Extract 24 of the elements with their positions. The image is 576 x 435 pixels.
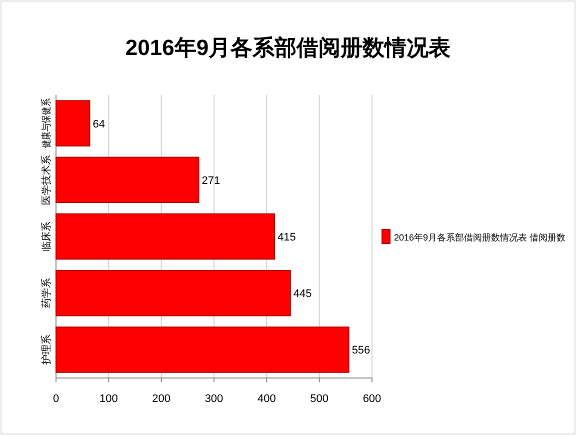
chart-title: 2016年9月各系部借阅册数情况表 <box>125 35 451 60</box>
bar <box>56 100 90 146</box>
y-tick-label: 临床系 <box>40 222 53 252</box>
bar <box>56 270 291 316</box>
data-label: 415 <box>278 232 296 244</box>
y-tick-label: 药学系 <box>40 278 53 308</box>
x-tick-label: 400 <box>257 393 276 405</box>
x-tick-label: 500 <box>310 393 329 405</box>
data-label: 556 <box>352 344 370 357</box>
y-tick-label: 医学技术系 <box>40 154 53 205</box>
data-label: 445 <box>293 288 312 300</box>
bar <box>56 326 350 373</box>
x-tick-label: 200 <box>152 393 171 405</box>
bar <box>56 213 276 260</box>
bar <box>56 156 200 204</box>
x-tick-label: 0 <box>52 393 60 405</box>
x-tick-label: 100 <box>99 393 118 405</box>
legend-label: 2016年9月各系部借阅册数情况表 借阅册数 <box>394 232 566 242</box>
y-tick-label: 护理系 <box>40 334 53 366</box>
x-tick-label: 600 <box>362 393 382 405</box>
data-label: 64 <box>92 118 105 130</box>
x-tick-label: 300 <box>204 393 224 405</box>
data-label: 271 <box>202 174 220 187</box>
y-tick-label: 健康与保健系 <box>40 88 53 148</box>
